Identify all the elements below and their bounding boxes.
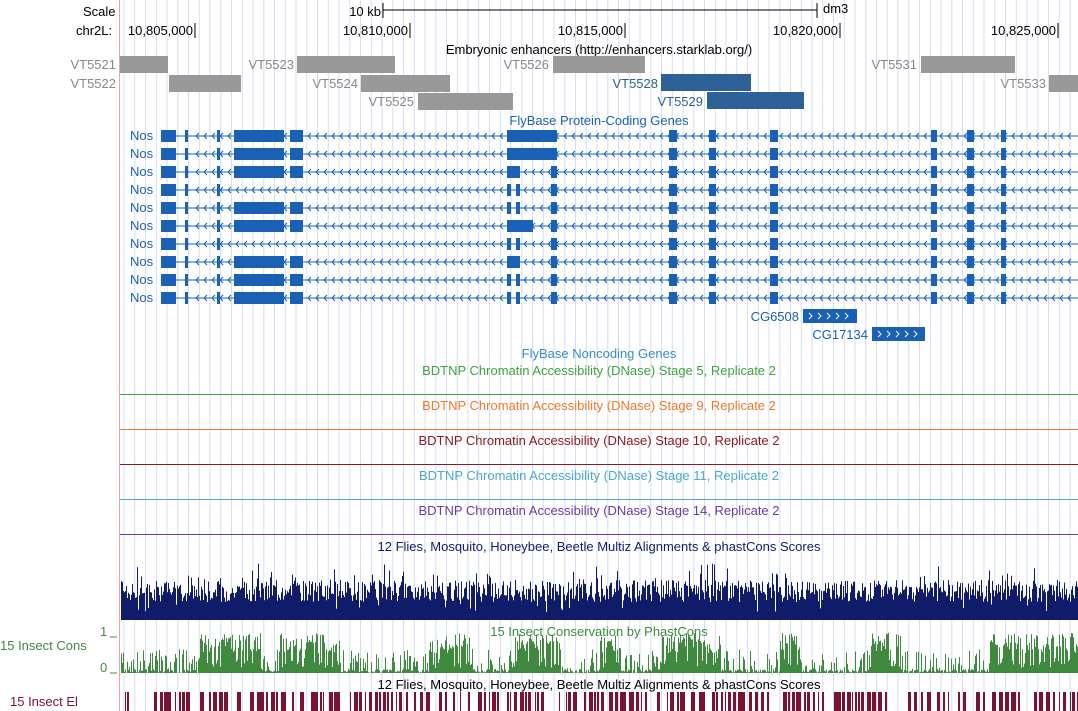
nos-transcript bbox=[161, 166, 1078, 178]
ruler-tick-label: 10,815,000 bbox=[557, 23, 623, 38]
phastcons-ymax-label: 1 bbox=[100, 624, 108, 639]
gene-label-nos[interactable]: Nos bbox=[130, 200, 154, 215]
gene-label-nos[interactable]: Nos bbox=[130, 146, 154, 161]
ruler-tick-label: 10,825,000 bbox=[990, 23, 1056, 38]
enhancer-feature[interactable] bbox=[169, 75, 241, 92]
multiz-track-title[interactable]: 12 Flies, Mosquito, Honeybee, Beetle Mul… bbox=[377, 539, 821, 554]
elements-track-title[interactable]: 12 Flies, Mosquito, Honeybee, Beetle Mul… bbox=[377, 677, 821, 692]
nos-transcript bbox=[161, 274, 1078, 286]
plus-strand-gene bbox=[872, 327, 925, 341]
enhancer-label[interactable]: VT5521 bbox=[70, 57, 116, 72]
chrom-label: chr2L: bbox=[76, 23, 113, 38]
enhancer-feature[interactable] bbox=[707, 92, 804, 109]
enhancer-feature[interactable] bbox=[661, 74, 751, 91]
scale-bar bbox=[382, 3, 818, 18]
enhancer-label[interactable]: VT5526 bbox=[503, 57, 549, 72]
nos-transcript bbox=[161, 202, 1078, 214]
enhancer-label[interactable]: VT5523 bbox=[248, 57, 294, 72]
phastcons-ymin-label: 0 bbox=[100, 660, 108, 675]
enhancer-feature[interactable] bbox=[553, 56, 645, 73]
ruler-tick-label: 10,805,000 bbox=[127, 23, 193, 38]
dnase-stage10-signal bbox=[120, 464, 1078, 465]
nos-transcript bbox=[161, 238, 1078, 250]
noncoding-track-title[interactable]: FlyBase Noncoding Genes bbox=[521, 346, 677, 361]
nos-transcript bbox=[161, 220, 1078, 232]
enhancer-label[interactable]: VT5533 bbox=[1000, 76, 1046, 91]
enhancer-feature[interactable] bbox=[418, 93, 513, 110]
gene-models[interactable] bbox=[0, 0, 1078, 350]
enhancer-feature[interactable] bbox=[361, 75, 450, 92]
gene-label-nos[interactable]: Nos bbox=[130, 182, 154, 197]
gene-label-nos[interactable]: Nos bbox=[130, 290, 154, 305]
assembly-label: dm3 bbox=[823, 1, 849, 16]
ruler-tick-label: 10,820,000 bbox=[772, 23, 838, 38]
dnase-stage14-signal bbox=[120, 534, 1078, 535]
phastcons-track-title[interactable]: 15 Insect Conservation by PhastCons bbox=[490, 624, 708, 639]
dnase-stage14-title[interactable]: BDTNP Chromatin Accessibility (DNase) St… bbox=[418, 503, 780, 518]
gene-label-nos[interactable]: Nos bbox=[130, 236, 154, 251]
gene-label-nos[interactable]: Nos bbox=[130, 218, 154, 233]
gene-label-nos[interactable]: Nos bbox=[130, 272, 154, 287]
dnase-stage11-signal bbox=[120, 499, 1078, 500]
genes-track-title[interactable]: FlyBase Protein-Coding Genes bbox=[509, 113, 689, 128]
nos-transcript bbox=[161, 184, 1078, 196]
dnase-stage5-title[interactable]: BDTNP Chromatin Accessibility (DNase) St… bbox=[422, 363, 776, 378]
nos-transcript bbox=[161, 148, 1078, 160]
nos-transcript bbox=[161, 130, 1078, 142]
enhancer-label[interactable]: VT5522 bbox=[70, 76, 116, 91]
dnase-stage5-signal bbox=[120, 394, 1078, 395]
elements-side-label[interactable]: 15 Insect El bbox=[10, 694, 78, 709]
left-border-line bbox=[119, 0, 120, 711]
enhancer-label[interactable]: VT5525 bbox=[368, 94, 414, 109]
phastcons-side-label[interactable]: 15 Insect Cons bbox=[0, 638, 87, 653]
dnase-stage11-title[interactable]: BDTNP Chromatin Accessibility (DNase) St… bbox=[418, 468, 780, 483]
dnase-stage10-title[interactable]: BDTNP Chromatin Accessibility (DNase) St… bbox=[418, 433, 780, 448]
dnase-stage9-signal bbox=[120, 429, 1078, 430]
enhancer-feature[interactable] bbox=[921, 56, 1015, 73]
enhancer-feature[interactable] bbox=[120, 56, 168, 73]
scale-bar-label: 10 kb bbox=[349, 4, 381, 19]
gene-label-cg17134[interactable]: CG17134 bbox=[812, 327, 868, 342]
gene-label-nos[interactable]: Nos bbox=[130, 254, 154, 269]
plus-strand-gene bbox=[803, 309, 857, 323]
nos-transcript bbox=[161, 256, 1078, 268]
gene-label-nos[interactable]: Nos bbox=[130, 164, 154, 179]
nos-transcript bbox=[161, 292, 1078, 304]
dnase-stage9-title[interactable]: BDTNP Chromatin Accessibility (DNase) St… bbox=[422, 398, 776, 413]
enhancer-label[interactable]: VT5524 bbox=[312, 76, 358, 91]
enhancer-label[interactable]: VT5528 bbox=[612, 76, 658, 91]
enhancer-feature[interactable] bbox=[297, 56, 395, 73]
enhancer-feature[interactable] bbox=[1049, 75, 1078, 92]
enhancer-label[interactable]: VT5529 bbox=[657, 94, 703, 109]
scale-label: Scale bbox=[83, 4, 116, 19]
gene-label-nos[interactable]: Nos bbox=[130, 128, 154, 143]
gene-label-cg6508[interactable]: CG6508 bbox=[750, 309, 799, 324]
position-ruler bbox=[194, 23, 1059, 38]
ruler-tick-label: 10,810,000 bbox=[342, 23, 408, 38]
enhancer-label[interactable]: VT5531 bbox=[871, 57, 917, 72]
enhancers-track-title[interactable]: Embryonic enhancers (http://enhancers.st… bbox=[445, 42, 753, 57]
